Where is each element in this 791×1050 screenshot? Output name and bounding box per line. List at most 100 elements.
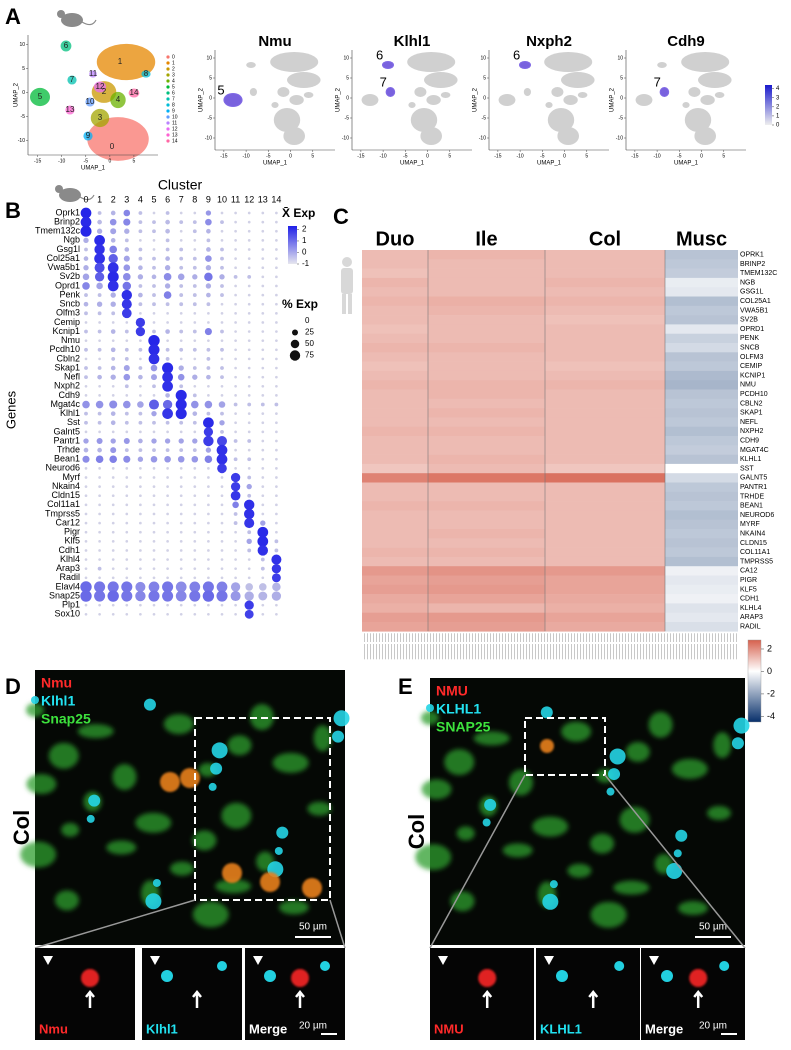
- dot: [220, 366, 224, 370]
- inset-label: Merge: [249, 1021, 287, 1036]
- dot: [84, 476, 88, 479]
- colorbar-label: -4: [767, 711, 775, 721]
- legend-swatch: [166, 127, 170, 131]
- gene-label: Tmprss5: [45, 508, 80, 518]
- dot: [107, 590, 119, 602]
- dot: [261, 302, 265, 306]
- dot: [166, 476, 169, 479]
- dot: [94, 272, 105, 282]
- inset-klhl1: [161, 970, 173, 982]
- nmu-cell: [260, 872, 280, 892]
- dot: [271, 573, 281, 583]
- legend-swatch: [166, 115, 170, 119]
- dot: [97, 374, 102, 380]
- y-tick-label: 0: [346, 95, 349, 101]
- legend-label: 13: [172, 132, 178, 138]
- dot: [179, 211, 183, 215]
- dot: [152, 539, 156, 543]
- gene-label: Car12: [55, 517, 80, 527]
- heatmap-gene-label: NXPH2: [740, 428, 763, 435]
- feature-title: Cdh9: [667, 33, 705, 50]
- heatmap-cell: [545, 324, 665, 334]
- dot: [138, 448, 143, 453]
- dot: [84, 394, 88, 397]
- dot: [191, 400, 199, 409]
- gene-label: Oprk1: [55, 207, 80, 217]
- dot: [247, 357, 251, 361]
- dot: [220, 302, 224, 306]
- heatmap-cell: [428, 510, 545, 520]
- dot: [179, 339, 183, 343]
- heatmap-gene-label: SST: [740, 465, 754, 472]
- gene-label: Cldn15: [51, 490, 80, 500]
- dot: [247, 239, 251, 242]
- dot: [80, 590, 92, 602]
- dot: [220, 539, 224, 543]
- dot: [84, 293, 88, 297]
- dot: [234, 220, 237, 224]
- dot: [165, 238, 170, 243]
- heatmap-cell: [362, 352, 428, 362]
- dot: [261, 384, 265, 388]
- umap-cells: [246, 62, 256, 68]
- colorbar-label: 2: [767, 643, 772, 653]
- heatmap-cell: [665, 538, 738, 548]
- heatmap-cell: [665, 315, 738, 325]
- dot: [111, 357, 116, 361]
- dot: [179, 284, 184, 288]
- dot: [233, 402, 238, 407]
- dot: [148, 334, 160, 347]
- dot: [247, 430, 251, 434]
- dot: [207, 467, 210, 470]
- dot: [261, 375, 265, 379]
- dot: [164, 438, 171, 444]
- gene-label: Cbln2: [56, 353, 80, 363]
- dot: [234, 357, 237, 361]
- dot: [138, 411, 143, 416]
- snap25-cell: [313, 725, 332, 752]
- dot: [121, 590, 133, 602]
- umap-cells: [545, 102, 553, 108]
- heatmap-cell: [545, 538, 665, 548]
- dot: [260, 557, 265, 562]
- klhl1-signal: [332, 730, 345, 743]
- dot: [148, 353, 160, 365]
- dot: [139, 485, 142, 488]
- klhl1-signal: [549, 880, 558, 889]
- dot: [193, 384, 197, 388]
- dot: [123, 218, 131, 226]
- dot: [125, 503, 129, 507]
- dot: [151, 274, 157, 280]
- dot: [234, 248, 237, 251]
- umap-cells: [283, 127, 306, 145]
- cluster-number: 2: [111, 194, 116, 204]
- gene-label: Klhl1: [60, 408, 80, 418]
- arrowhead: [253, 956, 263, 965]
- heatmap-gene-label: KLF5: [740, 586, 757, 593]
- dot: [165, 347, 170, 352]
- heatmap-cell: [545, 566, 665, 576]
- colorbar-label: 2: [302, 225, 307, 234]
- dot: [152, 293, 156, 297]
- legend-swatch: [166, 85, 170, 89]
- dot: [165, 357, 170, 361]
- umap-cells: [557, 127, 579, 145]
- gene-label: Oprd1: [55, 280, 80, 290]
- heatmap-cell: [362, 333, 428, 344]
- snap25-cell: [26, 703, 44, 717]
- dot: [275, 357, 278, 361]
- dot: [166, 567, 169, 571]
- dot: [220, 567, 224, 571]
- dot: [206, 357, 211, 361]
- y-tick-label: -10: [342, 135, 349, 141]
- dot: [80, 581, 92, 593]
- x-tick-label: -5: [540, 153, 545, 159]
- dot: [139, 576, 142, 580]
- heatmap-gene-label: SV2B: [740, 317, 758, 324]
- dot: [260, 520, 266, 526]
- dot: [179, 494, 183, 498]
- dot: [98, 549, 101, 552]
- gene-label: Tmem132c: [35, 226, 81, 236]
- dot: [207, 567, 210, 571]
- gene-label: Galnt5: [53, 426, 80, 436]
